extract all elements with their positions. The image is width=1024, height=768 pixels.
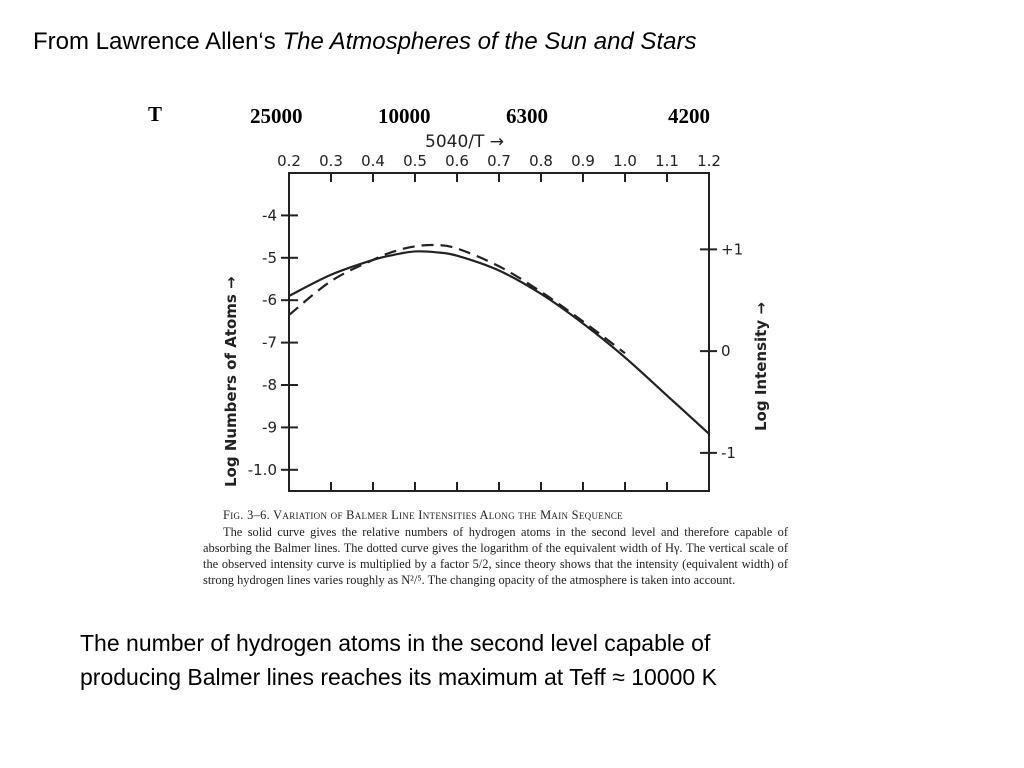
solid-curve [288,250,710,435]
top-axis-tick-label: 0.4 [361,152,385,170]
left-axis-tick-label: -1.0 [248,461,277,479]
top-axis-tick-label: 0.5 [403,152,427,170]
top-axis-tick-label: 0.2 [277,152,301,170]
temperature-value: 6300 [506,104,548,128]
right-axis-label: Log Intensity → [752,302,770,431]
summary-text: The number of hydrogen atoms in the seco… [80,630,717,690]
temperature-value: 25000 [250,104,303,128]
balmer-chart: 5040/T → 0.2 0.3 0.4 0.5 0.6 0.7 0.8 0.9 1.0 1.1 1… [222,132,770,492]
temperature-value: 10000 [378,104,431,128]
plot-frame [288,172,710,492]
heading-book-title: The Atmospheres of the Sun and Stars [282,28,697,55]
top-axis-tick-label: 0.6 [445,152,469,170]
top-axis-label: 5040/T → [425,132,504,152]
dashed-curve [288,243,626,355]
heading-prefix: From Lawrence Allen‘s [33,28,283,55]
temperature-label: T [148,102,163,126]
left-axis-tick-label: -7 [262,334,277,352]
top-axis-tick-label: 1.2 [697,152,721,170]
left-axis-label: Log Numbers of Atoms → [222,276,240,487]
right-axis-tick-label: -1 [721,444,736,462]
figure-caption: Fig. 3–6. Variation of Balmer Line Inten… [203,507,788,588]
right-axis-tick-label: 0 [721,342,731,360]
right-axis-tick-label: +1 [721,240,743,258]
left-axis-tick-label: -5 [262,249,277,267]
top-axis-tick-label: 0.3 [319,152,343,170]
top-axis-tick-label: 0.8 [529,152,553,170]
top-axis-tick-label: 1.0 [613,152,637,170]
temperature-value: 4200 [668,104,710,128]
left-axis-tick-label: -4 [262,206,277,224]
top-axis-tick-label: 1.1 [655,152,679,170]
top-axis-tick-label: 0.9 [571,152,595,170]
caption-title: Fig. 3–6. Variation of Balmer Line Inten… [223,508,623,522]
left-axis-tick-label: -6 [262,291,277,309]
left-axis-tick-label: -9 [262,418,277,436]
top-axis-tick-label: 0.7 [487,152,511,170]
slide-heading: From Lawrence Allen‘s The Atmospheres of… [33,28,696,56]
caption-body: The solid curve gives the relative numbe… [203,525,788,587]
left-axis-tick-label: -8 [262,376,277,394]
